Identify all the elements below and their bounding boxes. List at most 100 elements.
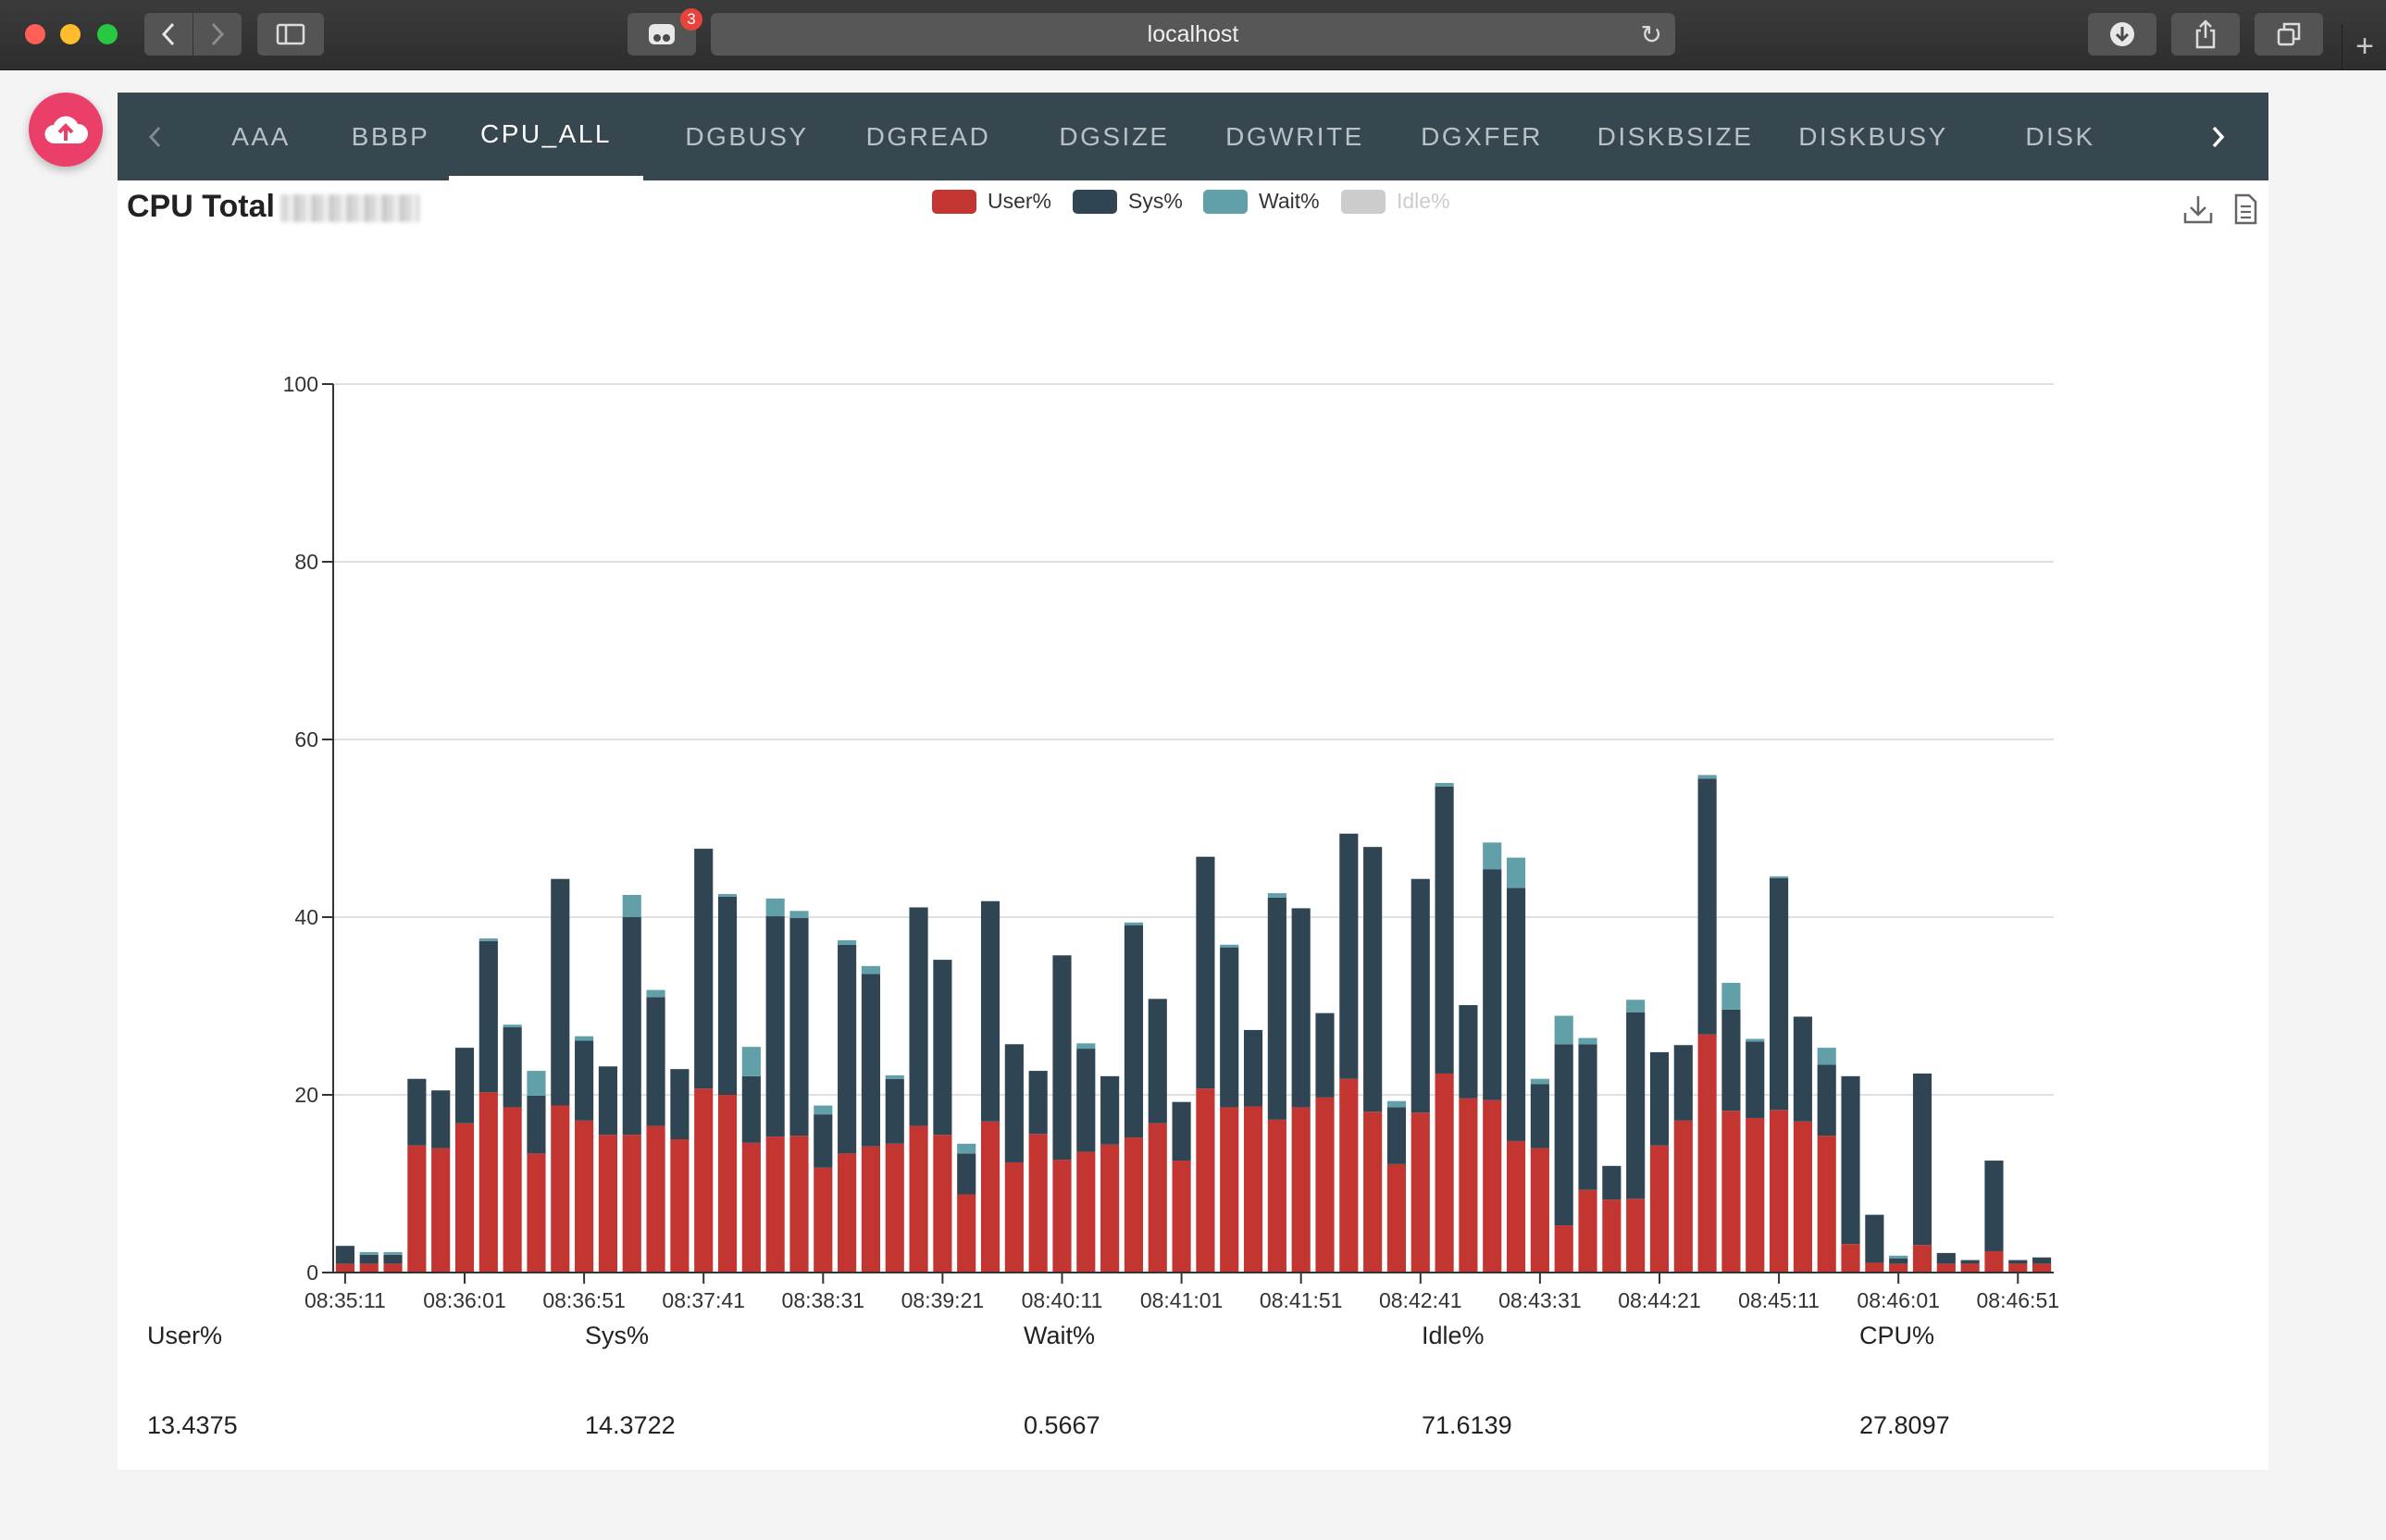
bar-sys-44[interactable] [1386,1107,1407,1164]
bar-wait-57[interactable] [1697,775,1717,779]
bar-user-29[interactable] [1028,1134,1048,1273]
bar-sys-60[interactable] [1770,877,1789,1111]
bar-sys-35[interactable] [1172,1101,1191,1161]
bar-user-63[interactable] [1841,1244,1860,1273]
bar-user-25[interactable] [933,1135,952,1273]
bar-wait-65[interactable] [1889,1255,1908,1259]
legend-item-sys[interactable]: Sys% [1073,189,1183,214]
bar-sys-67[interactable] [1936,1252,1956,1264]
bar-sys-52[interactable] [1578,1044,1597,1190]
bar-user-7[interactable] [503,1107,522,1273]
bar-user-65[interactable] [1889,1263,1908,1273]
bar-user-59[interactable] [1746,1117,1765,1273]
tab-aaa[interactable]: AAA [231,121,291,151]
bar-sys-51[interactable] [1554,1044,1573,1226]
bar-user-58[interactable] [1721,1111,1741,1273]
bar-sys-9[interactable] [551,878,570,1106]
bar-sys-71[interactable] [2032,1257,2052,1264]
bar-user-70[interactable] [2008,1263,2028,1273]
bar-sys-58[interactable] [1721,1009,1741,1112]
bar-user-30[interactable] [1052,1160,1072,1273]
bar-wait-44[interactable] [1386,1100,1407,1108]
back-button[interactable] [144,13,193,56]
bar-user-18[interactable] [765,1136,785,1273]
bar-user-50[interactable] [1530,1148,1549,1273]
bar-user-44[interactable] [1386,1163,1407,1273]
bar-wait-26[interactable] [957,1143,976,1154]
tab-dgxfer[interactable]: DGXFER [1421,121,1543,151]
bar-sys-7[interactable] [503,1027,522,1108]
tab-diskbsize[interactable]: DISKBSIZE [1597,121,1754,151]
bar-wait-49[interactable] [1506,857,1526,888]
bar-user-37[interactable] [1220,1107,1239,1273]
share-button[interactable] [2171,13,2240,56]
bar-sys-37[interactable] [1220,947,1239,1108]
bar-user-60[interactable] [1770,1110,1789,1273]
data-view-icon[interactable] [2230,192,2261,226]
bar-wait-52[interactable] [1578,1037,1597,1045]
bar-user-57[interactable] [1697,1034,1717,1273]
bar-sys-63[interactable] [1841,1075,1860,1245]
bar-user-49[interactable] [1506,1140,1526,1273]
bar-wait-33[interactable] [1124,922,1144,925]
bar-sys-3[interactable] [407,1078,427,1146]
bar-wait-21[interactable] [838,939,857,945]
bar-user-8[interactable] [527,1153,546,1273]
bar-sys-56[interactable] [1673,1045,1693,1121]
bar-user-2[interactable] [383,1263,403,1273]
bar-sys-11[interactable] [598,1066,617,1136]
bar-user-20[interactable] [814,1167,833,1273]
bar-sys-49[interactable] [1506,888,1526,1141]
bar-sys-70[interactable] [2008,1260,2028,1264]
forward-button[interactable] [193,13,242,56]
bar-user-47[interactable] [1459,1098,1478,1273]
bar-wait-7[interactable] [503,1025,522,1028]
bar-user-12[interactable] [622,1135,641,1273]
bar-user-31[interactable] [1076,1151,1096,1273]
bar-sys-66[interactable] [1912,1073,1932,1246]
bar-sys-43[interactable] [1363,847,1383,1112]
bar-user-27[interactable] [980,1121,1000,1273]
bar-user-11[interactable] [598,1135,617,1273]
bar-user-35[interactable] [1172,1161,1191,1273]
bar-user-28[interactable] [1004,1161,1024,1273]
bar-user-53[interactable] [1602,1199,1622,1273]
bar-sys-1[interactable] [359,1254,379,1264]
bar-sys-64[interactable] [1865,1214,1884,1263]
bar-sys-15[interactable] [694,849,714,1089]
bar-user-52[interactable] [1578,1189,1597,1273]
sidebar-toggle-button[interactable] [257,13,324,56]
bar-sys-40[interactable] [1291,908,1311,1108]
bar-user-19[interactable] [789,1136,809,1273]
bar-user-15[interactable] [694,1088,714,1273]
bar-sys-57[interactable] [1697,778,1717,1035]
bar-user-43[interactable] [1363,1112,1383,1273]
bar-wait-31[interactable] [1076,1043,1096,1049]
bar-user-33[interactable] [1124,1137,1144,1273]
bar-sys-65[interactable] [1889,1258,1908,1264]
bar-sys-12[interactable] [622,917,641,1136]
bar-user-48[interactable] [1483,1099,1502,1273]
bar-sys-46[interactable] [1435,786,1454,1074]
bar-wait-51[interactable] [1554,1015,1573,1045]
bar-wait-16[interactable] [717,894,738,897]
bar-user-34[interactable] [1148,1123,1167,1273]
bar-user-66[interactable] [1912,1245,1932,1273]
bar-sys-45[interactable] [1410,878,1430,1113]
bar-wait-60[interactable] [1770,876,1789,878]
bar-user-61[interactable] [1793,1121,1812,1273]
bar-wait-13[interactable] [646,989,665,998]
bar-user-69[interactable] [1984,1250,2004,1273]
bar-sys-61[interactable] [1793,1016,1812,1122]
bar-user-13[interactable] [646,1125,665,1273]
bar-sys-32[interactable] [1100,1075,1120,1145]
reload-icon[interactable]: ↻ [1640,20,1662,49]
bar-user-45[interactable] [1410,1112,1430,1273]
bar-sys-31[interactable] [1076,1049,1096,1152]
bar-user-46[interactable] [1435,1073,1454,1273]
address-bar[interactable]: localhost ↻ [711,13,1675,56]
bar-user-68[interactable] [1960,1263,1980,1273]
tab-dgbusy[interactable]: DGBUSY [685,121,809,151]
bar-user-10[interactable] [575,1120,594,1273]
bar-user-38[interactable] [1243,1106,1263,1273]
